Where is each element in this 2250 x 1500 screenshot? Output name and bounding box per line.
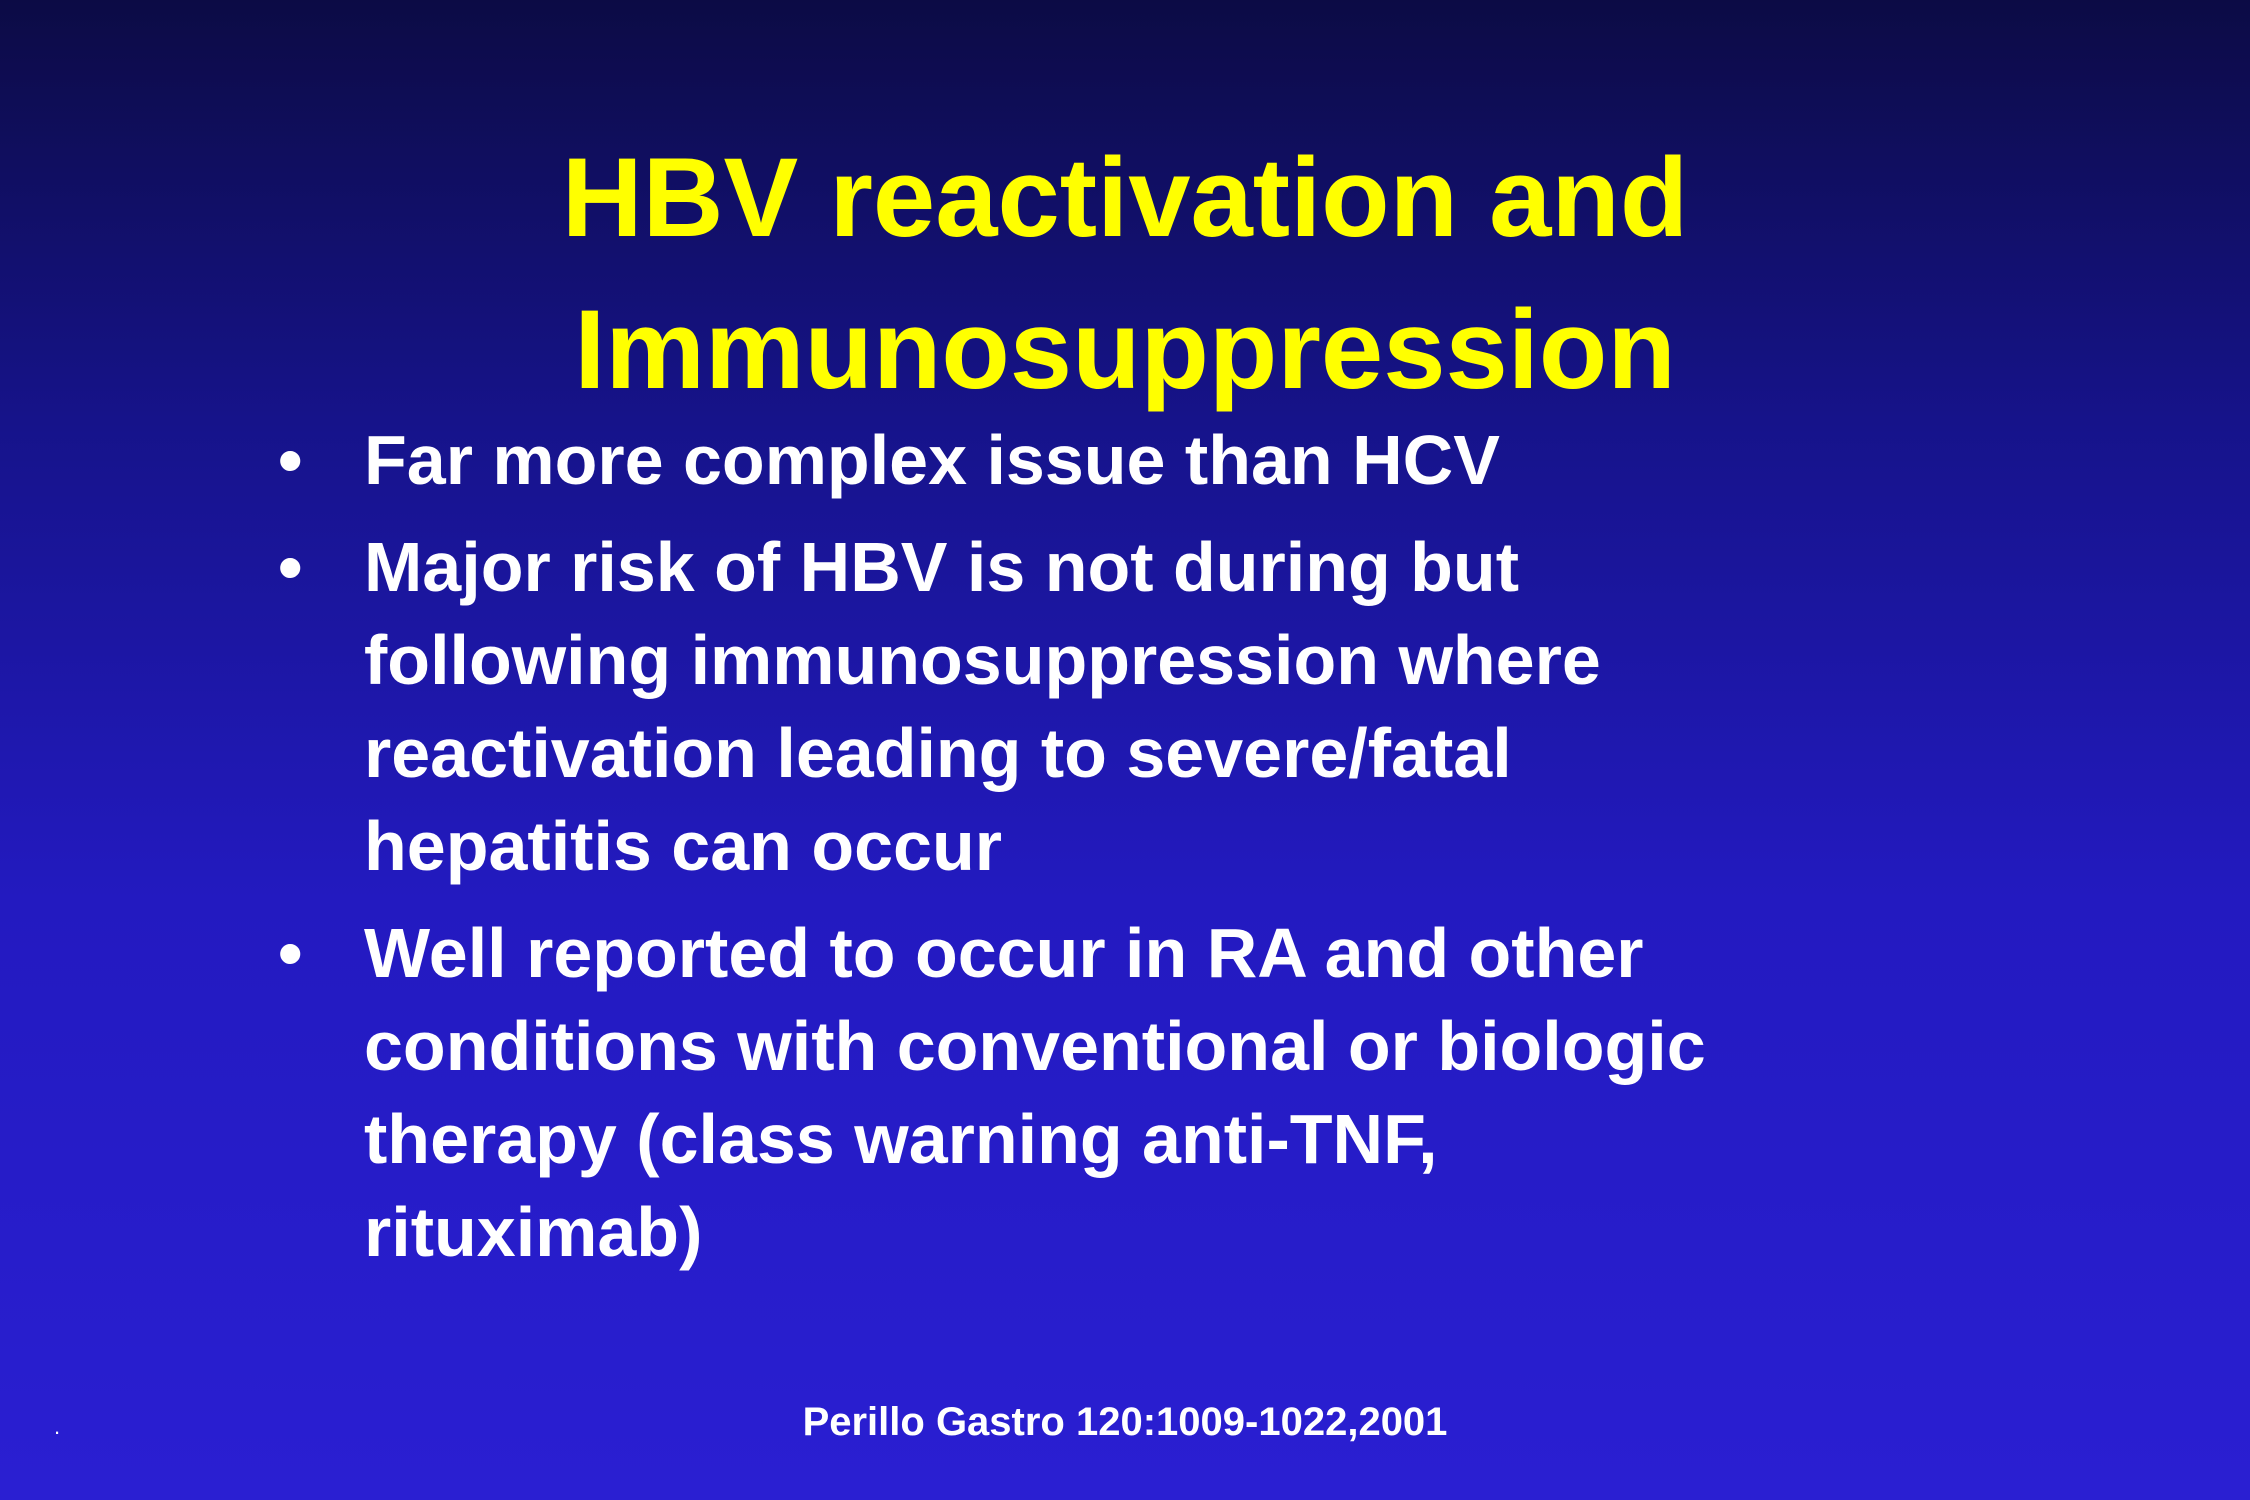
slide-title-line-1: HBV reactivation and	[561, 135, 1689, 260]
bullet-list: • Far more complex issue than HCV • Majo…	[278, 414, 1978, 1293]
bullet-line: following immunosuppression where	[364, 621, 1601, 699]
slide-title: HBV reactivation and Immunosuppression	[0, 122, 2250, 426]
bullet-line: conditions with conventional or biologic	[364, 1007, 1706, 1085]
bullet-item: • Far more complex issue than HCV	[278, 414, 1978, 507]
bullet-item: • Major risk of HBV is not during but fo…	[278, 521, 1978, 893]
bullet-line: Major risk of HBV is not during but	[364, 528, 1519, 606]
slide-title-line-2: Immunosuppression	[574, 287, 1676, 412]
bullet-line: reactivation leading to severe/fatal	[364, 714, 1512, 792]
bullet-line: hepatitis can occur	[364, 807, 1002, 885]
corner-mark: .	[54, 1414, 61, 1439]
citation: Perillo Gastro 120:1009-1022,2001	[802, 1400, 1448, 1444]
bullet-marker: •	[278, 914, 303, 992]
bullet-line: therapy (class warning anti-TNF,	[364, 1100, 1438, 1178]
bullet-marker: •	[278, 421, 303, 499]
bullet-line: Far more complex issue than HCV	[364, 421, 1500, 499]
bullet-item: • Well reported to occur in RA and other…	[278, 907, 1978, 1279]
bullet-line: Well reported to occur in RA and other	[364, 914, 1644, 992]
bullet-marker: •	[278, 528, 303, 606]
bullet-line: rituximab)	[364, 1193, 703, 1271]
